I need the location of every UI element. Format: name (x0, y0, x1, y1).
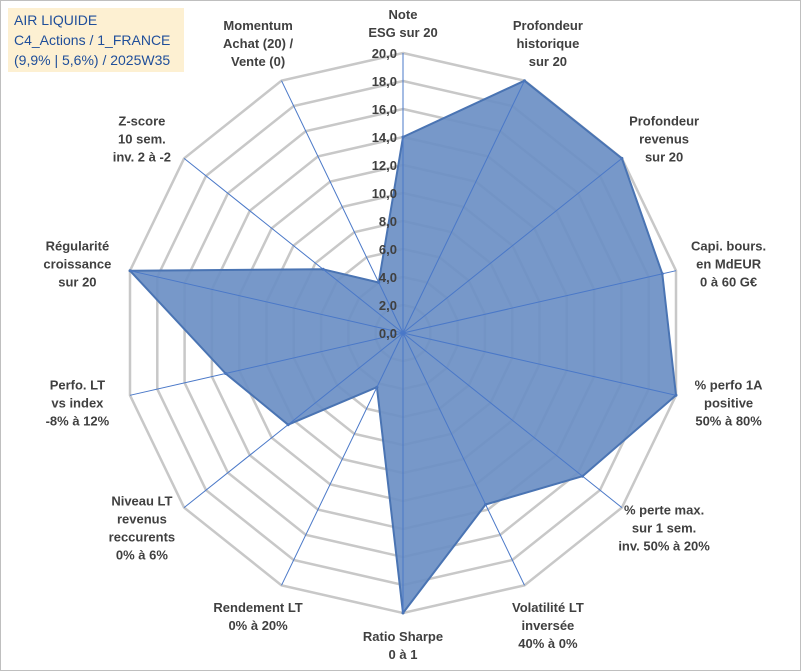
company-name: AIR LIQUIDE (14, 12, 98, 28)
axis-label: Ratio Sharpe 0 à 1 (363, 629, 443, 662)
axis-label-line: revenus (639, 132, 689, 147)
axis-label-line: Niveau LT (111, 494, 172, 509)
tick-label: 2,0 (379, 298, 397, 313)
axis-label-line: Momentum (223, 18, 292, 33)
axis-label: Momentum Achat (20) / Vente (0) (223, 18, 293, 69)
axis-label-line: Achat (20) / (223, 36, 293, 51)
axis-label-line: sur 1 sem. (632, 521, 696, 536)
tick-label: 4,0 (379, 270, 397, 285)
axis-label: Profondeur historique sur 20 (513, 18, 583, 69)
period-label: (9,9% | 5,6%) / 2025W35 (14, 52, 171, 68)
axis-label-line: Ratio Sharpe (363, 629, 443, 644)
tick-label: 14,0 (372, 130, 397, 145)
axis-label-line: 0 à 60 G€ (700, 275, 757, 290)
tick-label: 12,0 (372, 158, 397, 173)
axis-label: Note ESG sur 20 (368, 7, 437, 40)
axis-label-line: croissance (43, 257, 111, 272)
tick-label: 20,0 (372, 46, 397, 61)
axis-label-line: 0 à 1 (389, 647, 418, 662)
axis-label-line: sur 20 (529, 54, 567, 69)
axis-label-line: % perte max. (624, 503, 704, 518)
axis-label-line: en MdEUR (696, 257, 762, 272)
axis-label-line: Capi. bours. (691, 239, 766, 254)
axis-label-line: inv. 2 à -2 (113, 150, 171, 165)
info-box: AIR LIQUIDE C4_Actions / 1_FRANCE (9,9% … (8, 8, 184, 72)
tick-label: 16,0 (372, 102, 397, 117)
axis-label-line: Volatilité LT (512, 600, 584, 615)
axis-label-line: Rendement LT (213, 600, 302, 615)
axis-label-line: Vente (0) (231, 54, 285, 69)
axis-label-line: sur 20 (58, 275, 96, 290)
axis-label-line: inv. 50% à 20% (618, 539, 710, 554)
category-label: C4_Actions / 1_FRANCE (14, 32, 171, 48)
axis-spoke (402, 332, 677, 396)
axis-label-line: inversée (522, 618, 575, 633)
axis-spoke (183, 158, 404, 334)
axis-label: % perfo 1A positive 50% à 80% (695, 377, 764, 428)
axis-label-line: ESG sur 20 (368, 25, 437, 40)
tick-label: 0,0 (379, 326, 397, 341)
axis-spoke (402, 332, 623, 508)
axis-label-line: Régularité (46, 239, 110, 254)
axis-spoke (402, 80, 525, 334)
axis-spoke (402, 158, 623, 334)
axis-label-line: 0% à 6% (116, 548, 168, 563)
axis-label-line: 50% à 80% (695, 413, 762, 428)
axis-label-line: historique (516, 36, 579, 51)
axis-label: Volatilité LT inversée 40% à 0% (512, 600, 584, 651)
axis-label-line: Note (389, 7, 418, 22)
axis-label-line: % perfo 1A (695, 377, 764, 392)
tick-label: 6,0 (379, 242, 397, 257)
axis-label-line: 0% à 20% (228, 618, 288, 633)
axis-spoke (129, 270, 404, 334)
axis-label-line: vs index (51, 395, 104, 410)
axis-label: Rendement LT 0% à 20% (213, 600, 302, 633)
axis-label-line: Perfo. LT (50, 377, 105, 392)
axis-label: % perte max. sur 1 sem. inv. 50% à 20% (618, 503, 710, 554)
axis-label-line: Profondeur (513, 18, 583, 33)
axis-spoke (129, 332, 404, 396)
axis-label-line: 40% à 0% (518, 636, 578, 651)
axis-label-line: -8% à 12% (46, 413, 110, 428)
axis-label-line: Z-score (118, 114, 165, 129)
axis-label-line: 10 sem. (118, 132, 166, 147)
axis-spoke (183, 332, 404, 508)
axis-label: Régularité croissance sur 20 (43, 239, 111, 290)
axis-label-line: positive (704, 395, 753, 410)
tick-label: 8,0 (379, 214, 397, 229)
axis-label-line: revenus (117, 512, 167, 527)
axis-spoke (281, 80, 404, 334)
tick-label: 10,0 (372, 186, 397, 201)
axis-label-line: reccurents (109, 530, 175, 545)
tick-label: 18,0 (372, 74, 397, 89)
axis-label: Profondeur revenus sur 20 (629, 114, 699, 165)
axis-spoke (402, 332, 525, 586)
axis-label: Capi. bours. en MdEUR 0 à 60 G€ (691, 239, 766, 290)
axis-label: Niveau LT revenus reccurents 0% à 6% (109, 494, 175, 563)
axis-label: Z-score 10 sem. inv. 2 à -2 (113, 114, 171, 165)
axis-label-line: Profondeur (629, 114, 699, 129)
axis-label: Perfo. LT vs index -8% à 12% (46, 377, 110, 428)
axis-spoke (402, 270, 677, 334)
axis-spoke (281, 332, 404, 586)
axis-label-line: sur 20 (645, 150, 683, 165)
